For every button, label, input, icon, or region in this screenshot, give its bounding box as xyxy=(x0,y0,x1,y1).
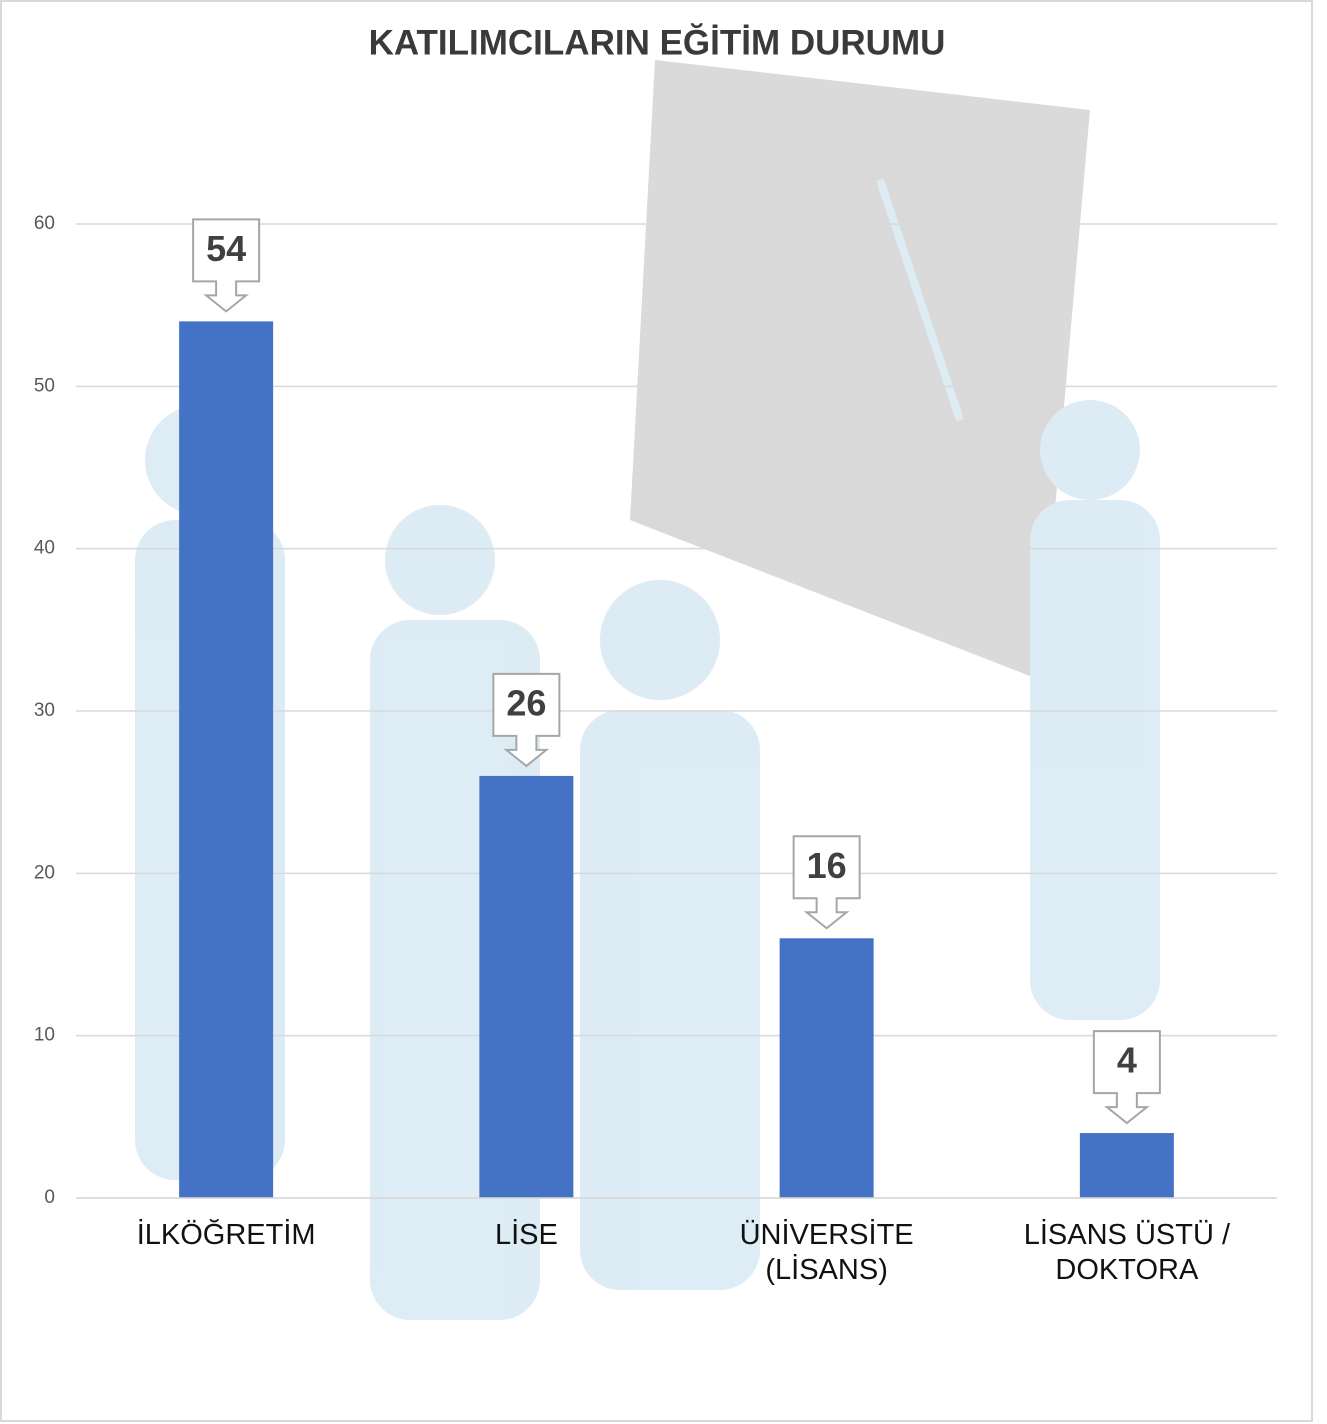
data-label-callout xyxy=(792,835,861,930)
bar xyxy=(479,775,574,1198)
data-label: 26 xyxy=(506,682,546,723)
data-label-callout xyxy=(192,218,261,313)
bar xyxy=(179,321,274,1198)
chart-title: KATILIMCILARIN EĞİTİM DURUMU xyxy=(369,22,946,62)
bar xyxy=(1079,1133,1174,1198)
x-tick-label: LİSANS ÜSTÜ / DOKTORA xyxy=(1023,1219,1231,1286)
y-tick-label: 0 xyxy=(44,1187,55,1208)
data-label: 54 xyxy=(206,228,246,269)
data-label-callout xyxy=(1092,1030,1161,1125)
y-tick-label: 10 xyxy=(34,1025,55,1046)
data-label: 16 xyxy=(807,845,847,886)
y-tick-label: 50 xyxy=(34,375,55,396)
x-tick-label: LİSE xyxy=(494,1219,558,1251)
data-label: 4 xyxy=(1117,1040,1137,1081)
bar xyxy=(779,938,874,1198)
y-tick-label: 40 xyxy=(34,538,55,559)
y-tick-label: 20 xyxy=(34,862,55,883)
data-label-callout xyxy=(492,672,561,768)
y-tick-label: 60 xyxy=(34,213,55,234)
y-tick-label: 30 xyxy=(34,700,55,721)
x-tick-label: İLKÖĞRETİM xyxy=(136,1219,316,1251)
x-tick-label: ÜNİVERSİTE (LİSANS) xyxy=(739,1219,914,1286)
